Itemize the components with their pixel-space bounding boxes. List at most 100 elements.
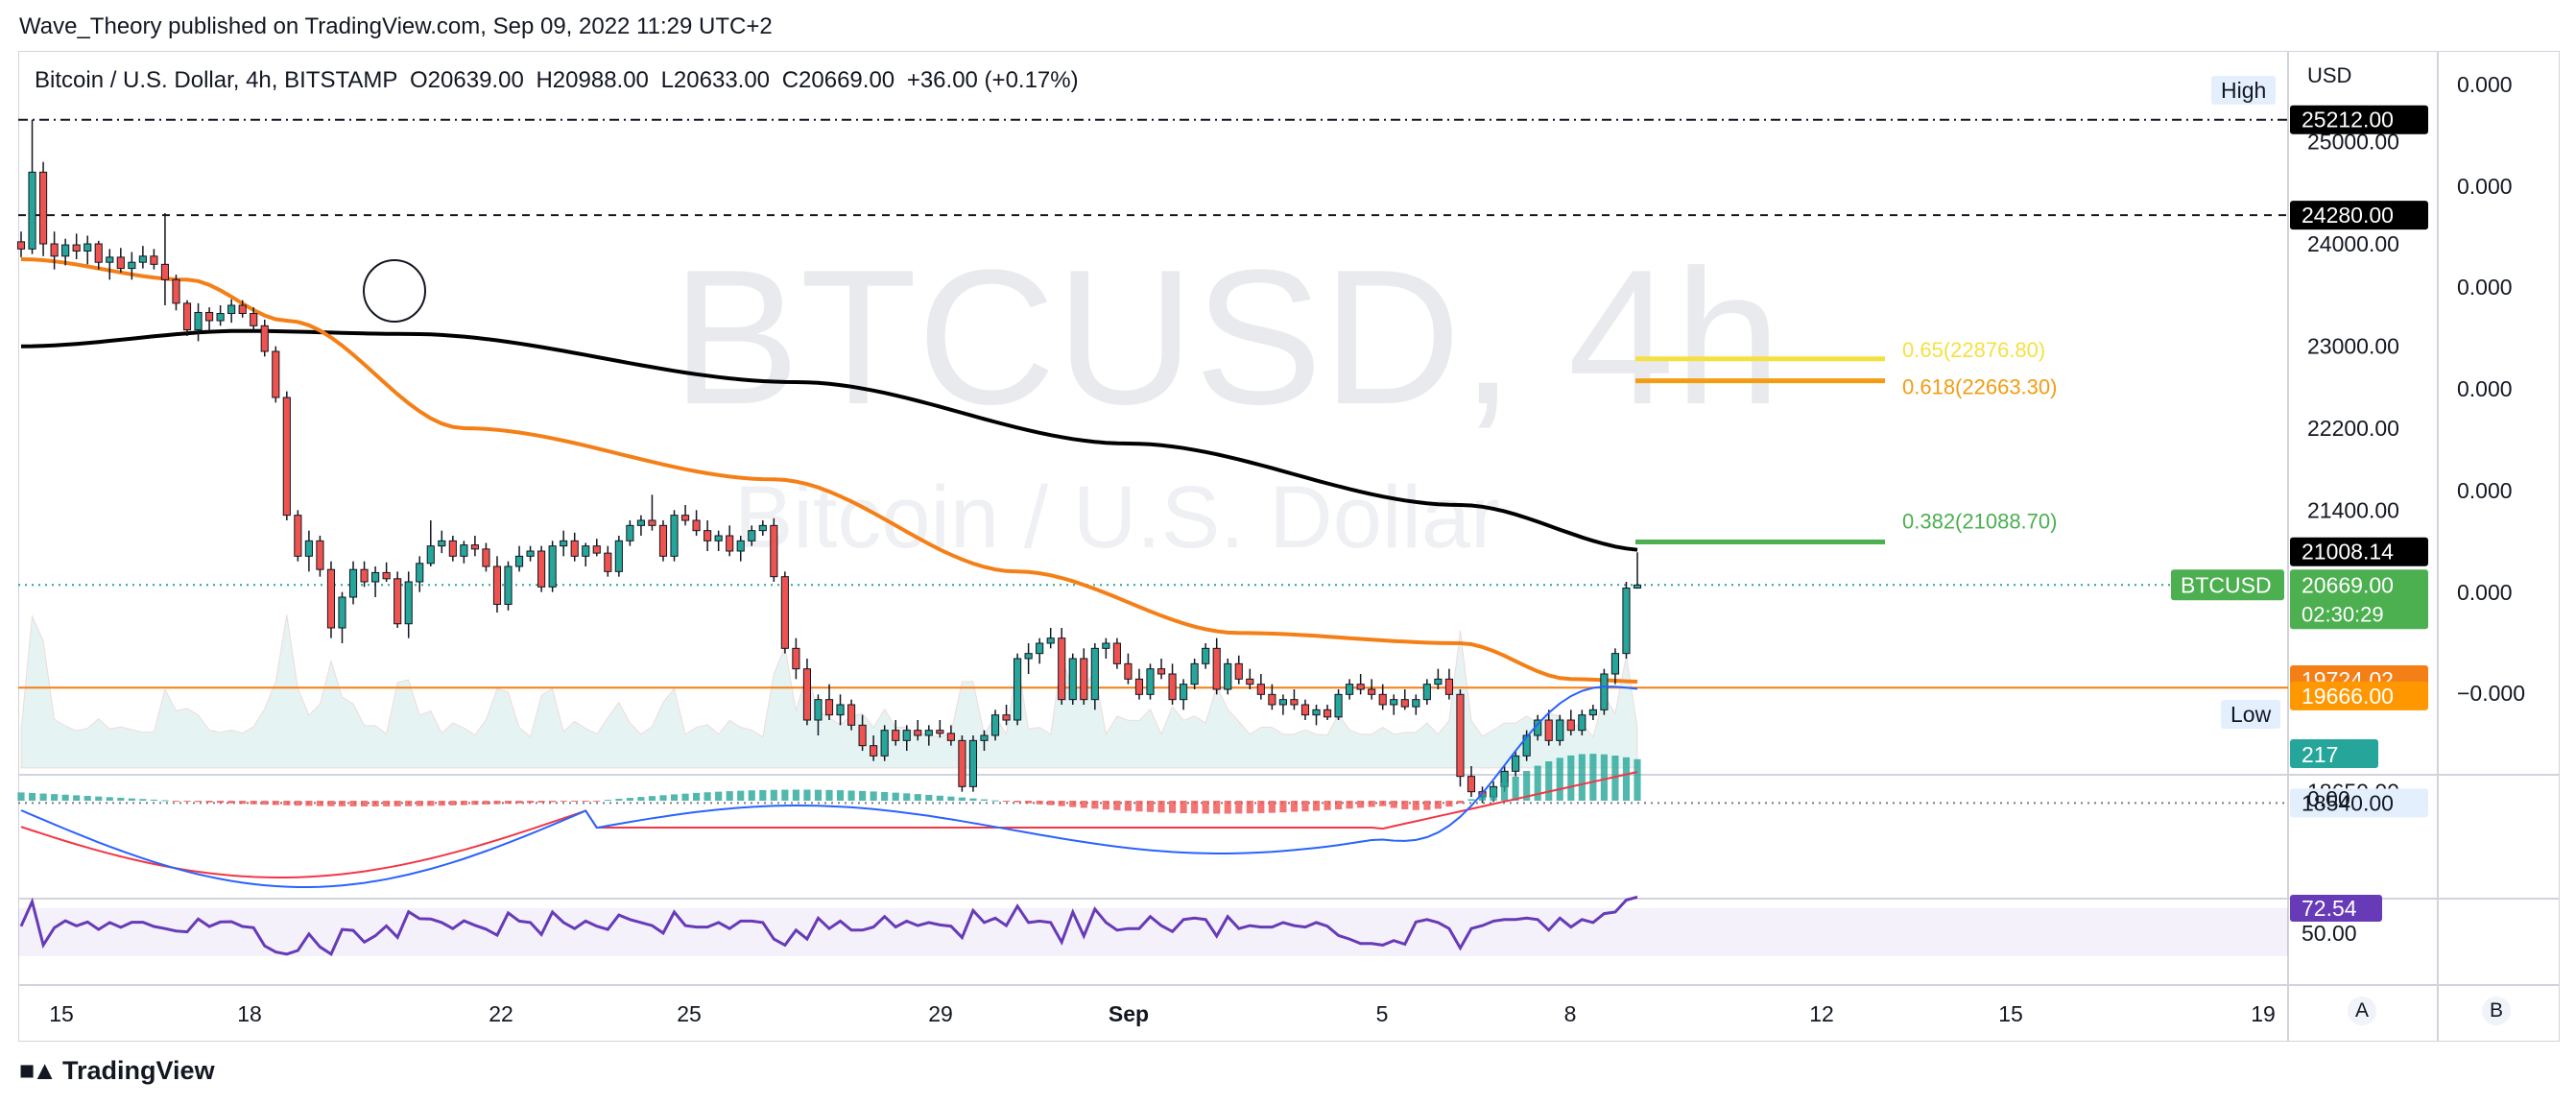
candle-body[interactable] — [1024, 653, 1033, 660]
candle-body[interactable] — [1212, 647, 1221, 690]
candle-body[interactable] — [326, 568, 336, 629]
candle-body[interactable] — [1202, 647, 1210, 664]
candle-body[interactable] — [1112, 642, 1121, 664]
candle-body[interactable] — [614, 540, 623, 572]
candle-body[interactable] — [1578, 714, 1586, 732]
candle-body[interactable] — [1633, 584, 1642, 589]
candle-body[interactable] — [250, 313, 258, 326]
candle-body[interactable] — [1390, 699, 1398, 706]
candle-body[interactable] — [1444, 678, 1453, 695]
candle-body[interactable] — [1378, 693, 1387, 706]
candle-body[interactable] — [482, 548, 490, 567]
candle-body[interactable] — [946, 733, 955, 741]
candle-body[interactable] — [1058, 637, 1066, 701]
candle-body[interactable] — [648, 519, 656, 526]
candle-body[interactable] — [448, 540, 457, 557]
right-scale-button[interactable]: B — [2482, 997, 2511, 1025]
candle-body[interactable] — [1600, 673, 1609, 710]
candle-body[interactable] — [582, 545, 590, 557]
candle-body[interactable] — [1566, 719, 1575, 732]
candle-body[interactable] — [1323, 709, 1332, 718]
candle-body[interactable] — [504, 565, 513, 605]
candle-body[interactable] — [902, 730, 911, 741]
candle-body[interactable] — [1002, 714, 1011, 721]
candle-body[interactable] — [1146, 668, 1155, 695]
candle-body[interactable] — [1080, 658, 1088, 701]
candle-body[interactable] — [704, 530, 712, 541]
candle-body[interactable] — [858, 724, 867, 747]
candle-body[interactable] — [16, 241, 26, 250]
candle-body[interactable] — [870, 745, 878, 757]
candle-body[interactable] — [990, 714, 1000, 736]
candle-body[interactable] — [780, 576, 789, 649]
candle-body[interactable] — [404, 581, 413, 625]
candle-body[interactable] — [348, 568, 358, 598]
candle-body[interactable] — [980, 734, 989, 741]
candle-body[interactable] — [1400, 699, 1409, 708]
candle-body[interactable] — [1610, 653, 1620, 675]
candle-body[interactable] — [670, 515, 679, 557]
candle-body[interactable] — [1356, 684, 1365, 690]
candle-body[interactable] — [658, 524, 668, 557]
candle-body[interactable] — [182, 302, 192, 331]
candle-body[interactable] — [382, 571, 391, 580]
candle-body[interactable] — [914, 730, 922, 736]
candle-body[interactable] — [758, 524, 767, 532]
candle-body[interactable] — [260, 325, 269, 352]
candle-body[interactable] — [692, 519, 701, 532]
candle-body[interactable] — [1312, 709, 1321, 716]
candle-body[interactable] — [570, 540, 579, 557]
candle-body[interactable] — [50, 243, 59, 257]
candle-body[interactable] — [1512, 755, 1520, 772]
candle-body[interactable] — [1124, 662, 1133, 680]
candle-body[interactable] — [1256, 684, 1265, 695]
candle-body[interactable] — [748, 530, 756, 541]
candle-body[interactable] — [172, 278, 180, 304]
candle-body[interactable] — [1544, 719, 1553, 741]
candle-body[interactable] — [1268, 693, 1276, 706]
candle-body[interactable] — [836, 704, 845, 716]
candle-body[interactable] — [160, 263, 170, 280]
candle-body[interactable] — [714, 535, 723, 541]
candle-body[interactable] — [1102, 642, 1110, 649]
candle-body[interactable] — [1068, 658, 1077, 701]
candle-body[interactable] — [736, 540, 745, 552]
candle-body[interactable] — [1467, 776, 1476, 793]
candle-body[interactable] — [824, 699, 834, 716]
candle-body[interactable] — [726, 535, 734, 552]
candle-body[interactable] — [1157, 668, 1166, 675]
candle-body[interactable] — [592, 545, 601, 554]
candle-body[interactable] — [138, 255, 147, 263]
candle-body[interactable] — [1180, 684, 1188, 701]
candle-body[interactable] — [514, 555, 524, 567]
candle-body[interactable] — [72, 244, 81, 252]
candle-body[interactable] — [792, 647, 800, 670]
candle-body[interactable] — [38, 171, 48, 245]
candle-body[interactable] — [426, 545, 435, 565]
tradingview-logo[interactable]: ■▲ TradingView — [19, 1056, 215, 1086]
candle-body[interactable] — [526, 550, 535, 557]
candle-body[interactable] — [371, 571, 380, 583]
candle-body[interactable] — [636, 519, 645, 526]
candle-body[interactable] — [61, 244, 70, 257]
candle-body[interactable] — [1290, 699, 1299, 706]
candle-body[interactable] — [1334, 693, 1343, 718]
candle-body[interactable] — [238, 304, 247, 315]
candle-body[interactable] — [1456, 693, 1465, 778]
candle-body[interactable] — [492, 565, 502, 605]
candle-body[interactable] — [1036, 642, 1044, 655]
candle-body[interactable] — [847, 704, 856, 726]
candle-body[interactable] — [272, 350, 280, 398]
candle-body[interactable] — [227, 304, 236, 315]
candle-body[interactable] — [216, 313, 225, 322]
candle-body[interactable] — [1190, 662, 1199, 685]
candle-body[interactable] — [958, 739, 966, 787]
candle-body[interactable] — [282, 397, 291, 517]
candle-body[interactable] — [205, 311, 214, 322]
candle-body[interactable] — [1346, 684, 1354, 695]
candle-body[interactable] — [1246, 678, 1254, 685]
candle-body[interactable] — [194, 311, 203, 331]
candle-body[interactable] — [1588, 709, 1597, 716]
candle-body[interactable] — [1168, 673, 1177, 701]
